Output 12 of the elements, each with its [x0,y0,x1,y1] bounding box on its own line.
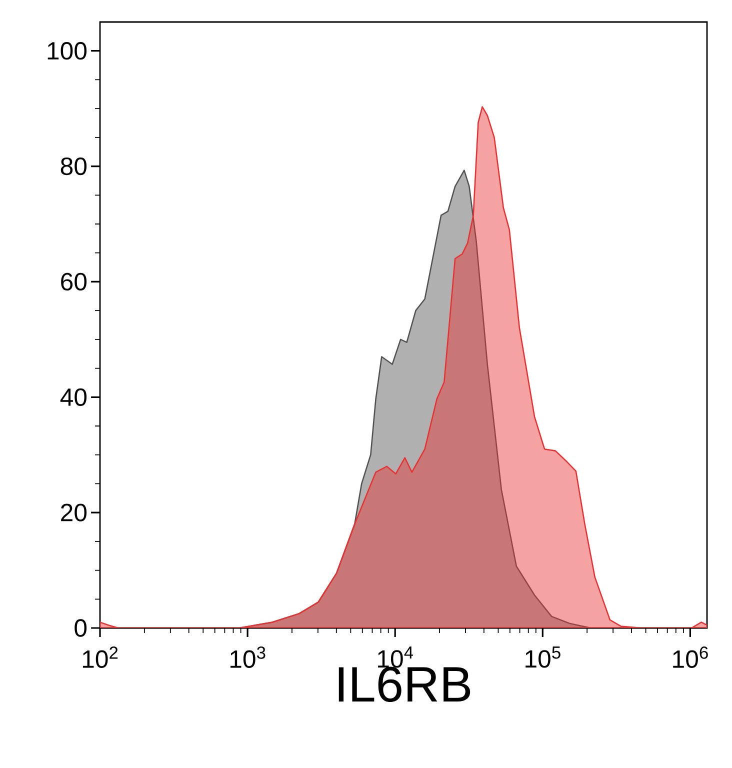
y-tick-label: 20 [61,504,87,522]
x-tick-label: 10$^{4}$ [378,646,414,668]
x-tick-label: 10$^{2}$ [82,646,118,668]
x-axis-title: IL6RB [338,666,470,702]
y-tick-label: 60 [61,272,87,291]
x-tick-label: 10$^{6}$ [673,646,708,668]
x-tick-label: 10$^{5}$ [526,646,560,668]
y-tick-label: 100 [48,42,87,60]
x-tick-label: 10$^{3}$ [230,646,266,668]
y-tick-label: 0 [74,619,87,637]
y-tick-label: 40 [60,388,87,406]
y-tick-label: 80 [60,157,87,176]
